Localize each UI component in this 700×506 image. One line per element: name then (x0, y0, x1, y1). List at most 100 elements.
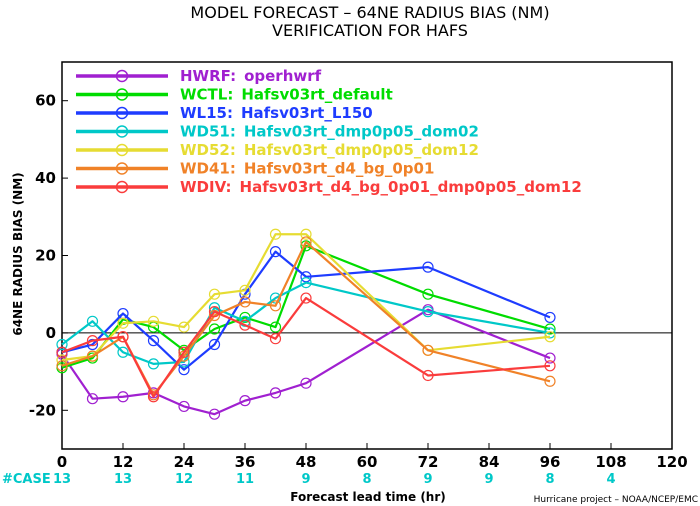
data-point (147, 335, 160, 347)
y-tick-label: -20 (29, 401, 56, 419)
series-line-wd52 (61, 233, 551, 362)
case-count: 13 (53, 472, 71, 487)
data-point (147, 358, 160, 370)
legend-entry: WD41: Hafsv03rt_d4_bg_0p01 (180, 160, 434, 178)
data-point (422, 288, 434, 300)
case-count: 9 (301, 472, 310, 487)
data-point (147, 391, 160, 403)
legend-marker (115, 143, 129, 157)
data-point (269, 321, 282, 333)
case-count: 11 (236, 472, 254, 487)
data-point (208, 309, 221, 322)
data-point (208, 338, 221, 351)
credit-text: Hurricane project – NOAA/NCEP/EMC (534, 495, 698, 505)
x-tick-label: 48 (296, 453, 317, 471)
case-count: 12 (175, 472, 193, 487)
legend-entry: WD52: Hafsv03rt_dmp0p05_dom12 (180, 141, 479, 159)
chart-subtitle: VERIFICATION FOR HAFS (272, 21, 468, 40)
x-tick-label: 120 (656, 453, 687, 471)
data-point (178, 321, 190, 333)
data-point (422, 306, 434, 318)
y-axis-label: 64NE RADIUS BIAS (NM) (11, 172, 25, 335)
y-tick-label: 20 (35, 247, 56, 265)
data-point (117, 317, 129, 329)
data-point (239, 319, 251, 331)
data-point (56, 360, 68, 372)
data-point (300, 276, 312, 289)
legend-marker (115, 162, 129, 175)
legend-marker (115, 180, 129, 194)
data-point (544, 331, 556, 343)
legend-marker (115, 106, 129, 120)
case-count: 8 (545, 472, 554, 487)
x-tick-label: 96 (540, 453, 561, 471)
data-point (56, 346, 68, 358)
legend-marker (115, 69, 129, 83)
data-point (208, 408, 221, 420)
case-count: 9 (423, 472, 432, 487)
series-line-wdiv (61, 296, 551, 398)
data-point (86, 335, 99, 347)
data-point (300, 377, 312, 389)
case-label: #CASE (2, 472, 51, 487)
data-point (239, 395, 251, 407)
data-point (208, 306, 221, 318)
legend-marker (115, 125, 129, 138)
case-count: 4 (606, 472, 615, 487)
data-point (544, 360, 556, 372)
data-point (544, 327, 556, 339)
chart-title: MODEL FORECAST – 64NE RADIUS BIAS (NM) (190, 3, 549, 22)
data-point (544, 323, 556, 335)
series-line-wctl (61, 244, 551, 369)
data-point (208, 288, 221, 300)
data-point (56, 338, 68, 351)
legend-entry: WDIV: Hafsv03rt_d4_bg_0p01_dmp0p05_dom12 (180, 178, 582, 196)
legend-entry: WD51: Hafsv03rt_dmp0p05_dom02 (180, 123, 479, 141)
x-axis-label: Forecast lead time (hr) (290, 490, 446, 504)
x-tick-label: 0 (57, 453, 67, 471)
data-point (117, 346, 129, 358)
series-line-wl15 (61, 250, 551, 371)
data-point (269, 246, 282, 258)
data-point (269, 333, 282, 345)
data-point (86, 315, 99, 327)
data-point (422, 261, 434, 273)
x-tick-label: 36 (235, 453, 256, 471)
y-tick-label: 0 (46, 324, 56, 342)
series-line-wd41 (61, 240, 551, 396)
x-tick-label: 108 (595, 453, 626, 471)
data-point (269, 292, 282, 304)
y-tick-label: 40 (35, 169, 56, 187)
legend-entry: WCTL: Hafsv03rt_default (180, 86, 393, 104)
legend-entry: WL15: Hafsv03rt_L150 (180, 104, 373, 122)
legend-entry: HWRF: operhwrf (180, 67, 322, 85)
case-count: 13 (114, 472, 132, 487)
x-tick-label: 84 (479, 453, 500, 471)
data-point (422, 344, 434, 356)
data-point (422, 369, 434, 382)
data-point (300, 292, 312, 304)
data-point (544, 352, 556, 364)
data-point (544, 311, 556, 324)
data-point (86, 338, 99, 351)
data-point (300, 228, 312, 240)
case-count: 9 (484, 472, 493, 487)
data-point (239, 296, 251, 308)
data-point (269, 387, 282, 399)
data-point (300, 236, 312, 248)
data-point (117, 331, 129, 343)
x-tick-label: 60 (357, 453, 378, 471)
case-count: 8 (362, 472, 371, 487)
x-tick-label: 12 (113, 453, 134, 471)
data-point (269, 228, 282, 240)
data-point (86, 393, 99, 405)
data-point (178, 400, 190, 413)
data-point (239, 284, 251, 296)
series-line-hwrf (61, 308, 551, 416)
data-point (147, 315, 160, 327)
data-point (544, 375, 556, 387)
data-point (178, 346, 190, 358)
x-tick-label: 24 (174, 453, 195, 471)
data-point (86, 350, 99, 362)
